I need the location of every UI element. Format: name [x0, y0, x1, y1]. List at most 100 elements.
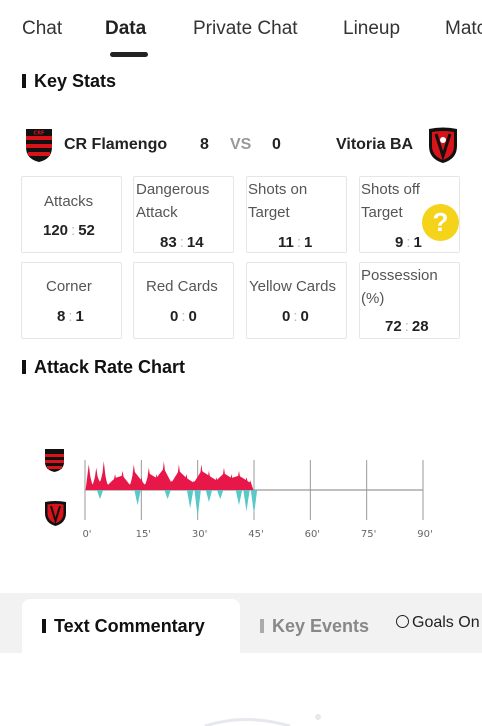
away-value: 14 — [186, 234, 204, 251]
stat-dangerous-attack: Dangerous Attack 83:14 — [133, 176, 234, 253]
tab-data[interactable]: Data — [105, 18, 147, 39]
stat-label: Shots on Target — [248, 181, 308, 221]
attack-rate-chart: 0' 15' 30' 45' 60' 75' 90' — [45, 449, 433, 540]
home-value: 8 — [57, 308, 66, 325]
help-icon[interactable]: ? — [422, 204, 459, 241]
away-value: 1 — [413, 234, 422, 251]
chart-tick-label: 15' — [136, 529, 151, 540]
home-value: 83 — [160, 234, 177, 251]
separator: : — [406, 234, 411, 251]
stat-label: Corner — [46, 278, 92, 295]
commentary-text: Text Commentary — [54, 616, 205, 636]
svg-text:CRF: CRF — [34, 131, 45, 137]
tab-bar — [260, 619, 264, 633]
stat-attacks: Attacks 120:52 — [21, 176, 122, 253]
stat-label: Red Cards — [146, 278, 218, 295]
separator: : — [293, 308, 298, 325]
away-attack-spike — [235, 490, 243, 506]
tab-key-events[interactable]: Key Events — [260, 616, 369, 637]
loading-arc-icon — [204, 714, 321, 726]
tab-chat[interactable]: Chat — [22, 18, 63, 39]
goals-text: Goals On — [412, 614, 480, 631]
home-attack-area — [88, 468, 251, 490]
flamengo-crest-icon: CRF — [26, 129, 52, 162]
match-header: CRF CR Flamengo 8 VS 0 Vitoria BA — [0, 125, 482, 165]
vitoria-crest-icon — [429, 127, 457, 163]
stat-value: 11:1 — [278, 234, 312, 251]
stat-label: Possession(%) — [361, 267, 438, 307]
tab-match[interactable]: Matc — [445, 18, 482, 39]
attack-rate-heading: Attack Rate Chart — [22, 357, 185, 378]
away-attack-spike — [205, 490, 213, 503]
stat-value: 0:0 — [282, 308, 309, 325]
stat-value: 8:1 — [57, 308, 84, 325]
stat-label: Dangerous Attack — [136, 181, 210, 221]
tab-lineup[interactable]: Lineup — [343, 18, 401, 39]
stat-red-cards: Red Cards 0:0 — [133, 262, 234, 339]
home-value: 120 — [43, 222, 69, 239]
chart-tick-label: 30' — [192, 529, 207, 540]
stat-possession: Possession(%) 72:28 — [359, 262, 460, 339]
active-tab-indicator — [110, 52, 148, 57]
away-attack-spike — [194, 490, 201, 518]
away-value: 0 — [188, 308, 197, 325]
chart-ticks: 0' 15' 30' 45' 60' 75' 90' — [82, 529, 432, 540]
away-value: 28 — [411, 318, 429, 335]
tab-bar — [42, 619, 46, 633]
home-value: 11 — [278, 234, 294, 251]
stat-shots-off-target: Shots off Target 9:1 — [359, 176, 460, 253]
chart-tick-label: 0' — [82, 529, 91, 540]
stat-shots-on-target: Shots on Target 11:1 — [246, 176, 347, 253]
away-chart-crest-icon — [45, 501, 66, 526]
away-value: 0 — [300, 308, 309, 325]
tab-private-chat[interactable]: Private Chat — [193, 18, 298, 39]
home-chart-crest-icon — [45, 449, 64, 472]
tab-text-commentary-label[interactable]: Text Commentary — [42, 616, 205, 637]
home-value: 0 — [170, 308, 179, 325]
stat-label: Yellow Cards — [249, 278, 336, 295]
attack-rate-title: Attack Rate Chart — [34, 357, 186, 377]
away-team-name: Vitoria BA — [336, 136, 414, 153]
away-attack-spike — [96, 490, 104, 500]
stat-value: 83:14 — [160, 234, 204, 251]
tab-text-commentary[interactable] — [22, 599, 240, 653]
separator: : — [68, 308, 73, 325]
heading-bar — [22, 74, 26, 88]
away-attack-spike — [243, 490, 250, 512]
away-attack-spike — [164, 490, 171, 500]
key-stats-heading: Key Stats — [22, 71, 116, 92]
radio-circle-icon — [396, 615, 409, 628]
away-attack-spike — [134, 490, 141, 506]
away-attack-spike — [186, 490, 194, 509]
stat-corner: Corner 8:1 — [21, 262, 122, 339]
away-attack-spike — [250, 490, 258, 515]
stat-value: 120:52 — [43, 222, 95, 239]
separator: : — [404, 318, 409, 335]
separator: : — [181, 308, 186, 325]
key-stats-title: Key Stats — [34, 71, 117, 91]
stat-label: Shots off Target — [361, 181, 420, 221]
stat-value: 72:28 — [385, 318, 429, 335]
chart-series — [85, 461, 258, 518]
home-value: 9 — [395, 234, 404, 251]
home-team-name: CR Flamengo — [64, 136, 168, 153]
separator: : — [296, 234, 302, 251]
chart-tick-label: 60' — [305, 529, 320, 540]
away-value: 1 — [304, 234, 313, 251]
vs-label: VS — [230, 136, 252, 153]
away-attack-spike — [217, 490, 224, 500]
home-score: 8 — [200, 136, 209, 153]
chart-tick-label: 90' — [417, 529, 432, 540]
chart-tick-label: 45' — [248, 529, 263, 540]
top-tab-bar: Chat Data Private Chat Lineup Matc — [0, 0, 482, 64]
key-events-text: Key Events — [272, 616, 370, 636]
away-score: 0 — [272, 136, 281, 153]
heading-bar — [22, 360, 26, 374]
home-value: 0 — [282, 308, 291, 325]
tab-goals-only[interactable]: Goals On — [396, 614, 480, 632]
stat-label: Attacks — [44, 193, 94, 210]
separator: : — [179, 234, 184, 251]
stat-value: 9:1 — [395, 234, 422, 251]
separator: : — [71, 222, 76, 239]
home-value: 72 — [385, 318, 402, 335]
